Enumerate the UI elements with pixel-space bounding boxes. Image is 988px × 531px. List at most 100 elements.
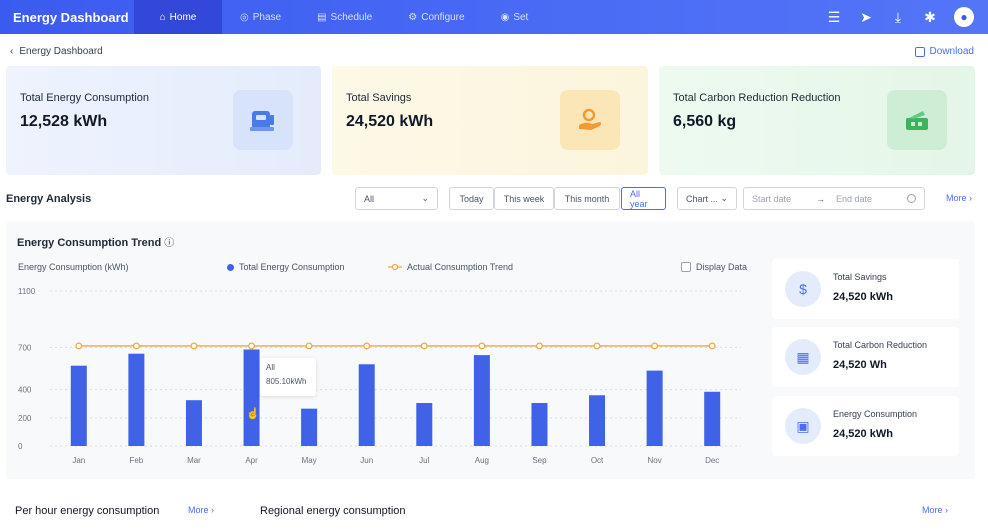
side-card-value: 24,520 kWh — [833, 428, 893, 440]
chart-tooltip: All 805.10kWh — [260, 358, 316, 396]
back-chevron-icon[interactable]: ‹ — [10, 46, 14, 57]
y-tick-label: 700 — [18, 343, 32, 352]
more-link[interactable]: More › — [945, 193, 972, 203]
stat-value: 24,520 kWh — [346, 113, 434, 130]
per-hour-more-label: More — [188, 505, 209, 515]
tab-configure[interactable]: ⚙ Configure — [390, 0, 482, 34]
trend-point — [651, 342, 659, 350]
bar — [473, 355, 490, 446]
range-this-week-label: This week — [503, 193, 545, 204]
x-tick-label: Oct — [591, 456, 604, 465]
chart-type-value: Chart ... — [686, 193, 719, 204]
display-data-label: Display Data — [696, 262, 748, 272]
bar — [589, 395, 606, 446]
x-tick-label: Apr — [245, 456, 258, 465]
side-card-energy: ▣ Energy Consumption 24,520 kWh — [772, 396, 959, 456]
bar — [243, 349, 260, 446]
range-this-month-label: This month — [564, 193, 610, 204]
end-date-input[interactable]: End date — [836, 193, 873, 204]
bar — [646, 370, 663, 446]
start-date-input[interactable]: Start date — [752, 193, 792, 204]
legend-actual[interactable]: Actual Consumption Trend — [388, 262, 513, 272]
legend-line-icon — [388, 263, 402, 271]
x-tick-label: Jun — [360, 456, 373, 465]
checkbox-icon[interactable] — [681, 262, 691, 272]
y-tick-label: 200 — [18, 414, 32, 423]
tab-phase[interactable]: ◎ Phase — [222, 0, 299, 34]
range-today-button[interactable]: Today — [449, 187, 494, 210]
side-card-value: 24,520 Wh — [833, 359, 887, 371]
chart-title: Energy Consumption Trend ⓘ — [17, 234, 174, 249]
stat-card-carbon-reduction: Total Carbon Reduction Reduction 6,560 k… — [659, 66, 975, 175]
menu-icon[interactable]: ☰ — [827, 8, 841, 25]
filter-select[interactable]: All ⌄ — [355, 187, 438, 210]
trend-point — [708, 342, 716, 350]
stat-card-total-energy: Total Energy Consumption 12,528 kWh — [6, 66, 321, 175]
phase-icon: ◎ — [240, 11, 249, 23]
range-all-year-label: All year — [630, 188, 648, 209]
regional-more-link[interactable]: More › — [922, 505, 949, 515]
x-tick-label: Dec — [705, 456, 719, 465]
configure-icon: ⚙ — [408, 11, 418, 23]
clock-icon — [907, 194, 916, 203]
chart-type-select[interactable]: Chart ... ⌄ — [677, 187, 737, 210]
stat-value: 6,560 kg — [673, 113, 737, 130]
tab-schedule[interactable]: ▤ Schedule — [299, 0, 390, 34]
section-title: Energy Analysis — [6, 193, 92, 205]
cursor-icon: ☝ — [246, 408, 260, 420]
bar — [358, 364, 375, 446]
stat-label: Total Savings — [346, 92, 412, 104]
chart-title-label: Energy Consumption Trend — [17, 237, 162, 249]
savings-hand-icon — [560, 90, 620, 150]
info-icon[interactable]: ⓘ — [164, 238, 175, 249]
download-file-icon — [914, 46, 925, 57]
range-arrow-icon: → — [816, 193, 825, 204]
range-this-week-button[interactable]: This week — [494, 187, 554, 210]
send-icon[interactable]: ➤ — [860, 8, 872, 25]
date-range-picker[interactable]: Start date → End date — [743, 187, 925, 210]
download-label: Download — [929, 46, 974, 57]
tab-home[interactable]: ⌂ Home — [134, 0, 222, 34]
tab-phase-label: Phase — [252, 11, 282, 23]
download-icon[interactable]: ⤓ — [894, 8, 902, 25]
top-icon-group: ☰ ➤ ⤓ ✱ ● — [826, 0, 974, 34]
carbon-icon — [887, 90, 947, 150]
settings-icon[interactable]: ✱ — [924, 8, 936, 25]
tooltip-value: 805.10kWh — [266, 377, 307, 386]
per-hour-title: Per hour energy consumption — [15, 505, 160, 517]
schedule-icon: ▤ — [317, 11, 327, 23]
stat-label: Total Carbon Reduction Reduction — [673, 92, 841, 104]
legend-total-label: Total Energy Consumption — [239, 262, 345, 272]
savings-icon: $ — [785, 271, 821, 307]
stat-card-total-savings: Total Savings 24,520 kWh — [332, 66, 648, 175]
tab-set-label: Set — [513, 11, 529, 23]
range-all-year-button[interactable]: All year — [621, 187, 666, 210]
tab-home-label: Home — [169, 11, 197, 23]
download-button[interactable]: Download — [914, 46, 974, 57]
top-navigation-bar: Energy Dashboard ⌂ Home ◎ Phase ▤ Schedule … — [0, 0, 988, 34]
bar — [70, 365, 87, 446]
trend-point — [420, 342, 428, 350]
regional-title: Regional energy consumption — [260, 505, 406, 517]
breadcrumb-label: Energy Dashboard — [19, 46, 103, 57]
display-data-toggle[interactable]: Display Data — [681, 262, 747, 272]
avatar[interactable]: ● — [954, 7, 974, 27]
more-label: More — [945, 193, 967, 203]
trend-point — [363, 342, 371, 350]
legend-total[interactable]: Total Energy Consumption — [227, 262, 345, 272]
per-hour-more-link[interactable]: More › — [188, 505, 215, 515]
tab-set[interactable]: ◉ Set — [483, 0, 547, 34]
trend-point — [132, 342, 140, 350]
trend-point — [593, 342, 601, 350]
side-card-value: 24,520 kWh — [833, 291, 893, 303]
bar — [416, 403, 433, 446]
legend-dot-icon — [227, 263, 234, 271]
x-tick-label: May — [302, 456, 317, 465]
stat-value: 12,528 kWh — [20, 113, 108, 130]
y-tick-label: 400 — [18, 386, 32, 395]
chevron-down-icon: ⌄ — [720, 193, 728, 203]
home-icon: ⌂ — [159, 11, 166, 23]
range-this-month-button[interactable]: This month — [554, 187, 620, 210]
regional-more-label: More — [922, 505, 943, 515]
bar — [531, 403, 548, 446]
